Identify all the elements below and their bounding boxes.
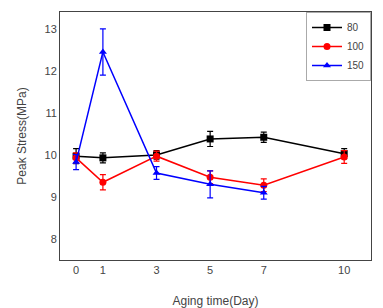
svg-text:7: 7 [261,264,267,276]
svg-text:80: 80 [347,22,359,33]
svg-text:5: 5 [207,264,213,276]
svg-text:8: 8 [51,233,57,245]
svg-text:Peak Stress(MPa): Peak Stress(MPa) [15,87,29,184]
svg-text:Aging time(Day): Aging time(Day) [172,294,258,308]
svg-text:1: 1 [100,264,106,276]
svg-text:12: 12 [45,65,57,77]
svg-text:100: 100 [347,41,364,52]
svg-text:9: 9 [51,191,57,203]
svg-text:0: 0 [73,264,79,276]
svg-text:3: 3 [153,264,159,276]
svg-text:13: 13 [45,23,57,35]
svg-text:10: 10 [45,149,57,161]
svg-text:10: 10 [338,264,350,276]
svg-text:150: 150 [347,60,364,71]
svg-text:11: 11 [45,107,56,119]
